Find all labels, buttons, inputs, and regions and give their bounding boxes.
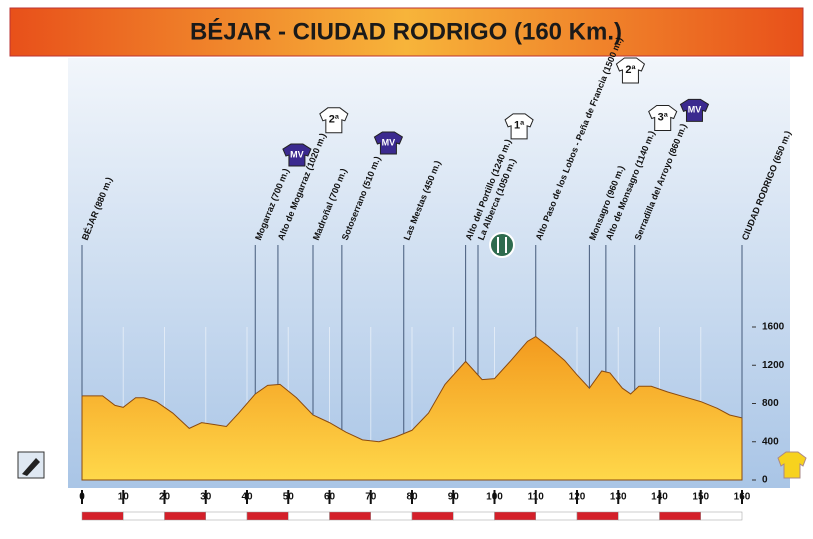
- km-stripe: [246, 511, 289, 521]
- badge-label: 2ª: [329, 114, 340, 126]
- x-tick-label: 0: [79, 492, 85, 503]
- km-stripe: [329, 511, 371, 521]
- x-tick-mark: [163, 490, 166, 504]
- x-tick-mark: [576, 490, 578, 504]
- badge-label: MV: [688, 105, 702, 115]
- x-tick-mark: [493, 490, 496, 504]
- x-tick-label: 30: [200, 492, 212, 503]
- km-stripe: [288, 511, 330, 521]
- km-stripe: [164, 511, 206, 521]
- x-tick-label: 40: [241, 492, 253, 503]
- km-stripe: [535, 511, 578, 521]
- x-tick-label: 140: [651, 492, 668, 503]
- x-tick-label: 50: [283, 492, 295, 503]
- x-tick-mark: [699, 490, 702, 504]
- feed-zone-icon: [489, 232, 515, 258]
- x-tick-label: 130: [610, 492, 627, 503]
- y-tick-label: 400: [762, 436, 779, 447]
- badge-jersey: [373, 131, 404, 155]
- km-stripe: [123, 511, 165, 521]
- badge-label: MV: [290, 149, 304, 159]
- x-tick-label: 10: [118, 492, 130, 503]
- badge-label: 2ª: [625, 64, 636, 76]
- x-tick-mark: [658, 490, 661, 504]
- start-icon: [17, 451, 45, 479]
- badge-shirt: [504, 113, 534, 140]
- badge-shirt: [319, 107, 349, 134]
- x-tick-label: 70: [365, 492, 377, 503]
- x-tick-mark: [741, 490, 743, 504]
- x-tick-mark: [411, 490, 413, 504]
- x-tick-mark: [328, 490, 331, 504]
- badge-shirt: [615, 57, 646, 84]
- x-tick-label: 120: [569, 492, 586, 503]
- badge-label: MV: [382, 137, 396, 147]
- x-tick-mark: [122, 490, 125, 504]
- x-tick-mark: [534, 490, 537, 504]
- km-stripe: [81, 511, 124, 521]
- x-tick-label: 60: [324, 492, 336, 503]
- x-tick-label: 20: [159, 492, 171, 503]
- x-tick-mark: [287, 490, 290, 504]
- y-tick-label: 1600: [762, 322, 785, 333]
- km-stripe: [205, 511, 248, 521]
- x-tick-mark: [452, 490, 455, 504]
- finish-jersey-icon: [777, 451, 807, 479]
- x-tick-mark: [369, 490, 372, 504]
- x-tick-label: 80: [406, 492, 418, 503]
- x-tick-label: 150: [692, 492, 709, 503]
- badge-label: 1ª: [514, 120, 525, 132]
- y-tick-label: 1200: [762, 360, 785, 371]
- badge-jersey: [282, 143, 312, 167]
- y-tick-label: 0: [762, 475, 768, 486]
- km-stripe: [494, 511, 536, 521]
- elevation-area: [81, 335, 743, 481]
- badge-jersey: [679, 98, 710, 122]
- km-stripe: [453, 511, 495, 521]
- x-tick-label: 110: [528, 492, 545, 503]
- x-tick-mark: [617, 490, 620, 504]
- x-tick-label: 90: [448, 492, 460, 503]
- km-stripe: [370, 511, 413, 521]
- y-tick-label: 800: [762, 398, 779, 409]
- x-tick-mark: [246, 490, 248, 504]
- x-tick-mark: [204, 490, 207, 504]
- x-tick-label: 160: [734, 492, 751, 503]
- badge-shirt: [648, 104, 678, 131]
- x-tick-label: 100: [486, 492, 503, 503]
- x-tick-mark: [81, 490, 83, 504]
- badge-label: 3ª: [658, 111, 669, 123]
- title-banner: [9, 7, 804, 57]
- km-stripe: [659, 511, 701, 521]
- chart-title: BÉJAR - CIUDAD RODRIGO (160 Km.): [190, 17, 622, 45]
- km-stripe: [700, 511, 743, 521]
- km-stripe: [411, 511, 454, 521]
- km-stripe: [576, 511, 619, 521]
- km-stripe: [618, 511, 660, 521]
